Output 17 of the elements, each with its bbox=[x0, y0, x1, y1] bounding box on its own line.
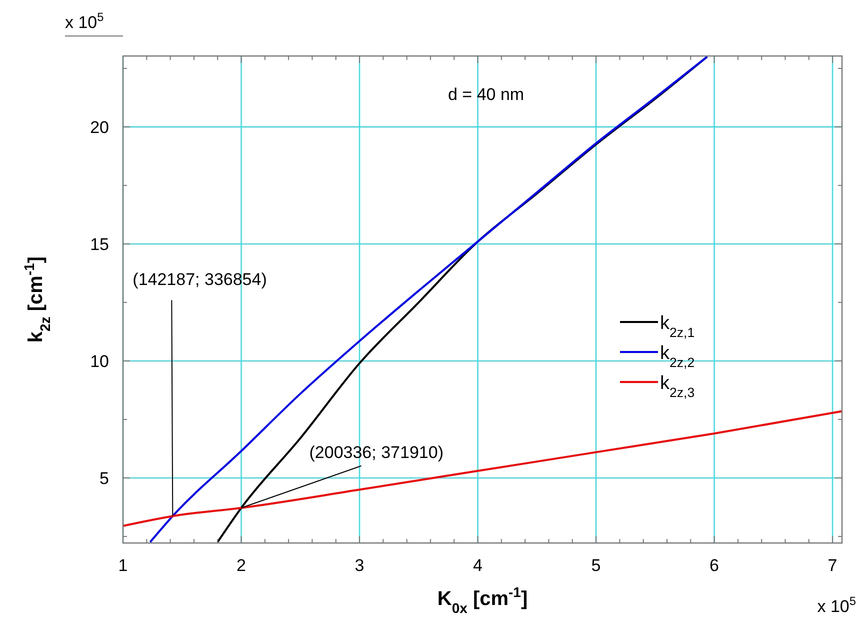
x-tick-label: 2 bbox=[236, 556, 246, 575]
text: x 10$^{5}$ bbox=[65, 10, 104, 32]
x-tick-label: 1 bbox=[118, 556, 128, 575]
x-tick-label: 7 bbox=[828, 556, 838, 575]
x-tick-label: 4 bbox=[473, 556, 483, 575]
x-tick-label: 6 bbox=[710, 556, 720, 575]
y-tick-label: 10 bbox=[90, 352, 109, 371]
text: x 10$^{5}$ bbox=[817, 594, 856, 616]
x-tick-label: 5 bbox=[591, 556, 601, 575]
y-tick-label: 15 bbox=[90, 234, 109, 254]
legend-label: k$_{2z,3}$ bbox=[660, 373, 695, 400]
legend-label: k$_{2z,1}$ bbox=[660, 313, 695, 340]
x-axis-title: K$_{0x}$ [cm$^{-1}$] bbox=[437, 584, 528, 616]
y-tick-label: 20 bbox=[90, 118, 109, 137]
x-tick-label: 3 bbox=[354, 556, 364, 575]
y-tick-label: 5 bbox=[100, 468, 109, 488]
line-series bbox=[123, 410, 842, 527]
